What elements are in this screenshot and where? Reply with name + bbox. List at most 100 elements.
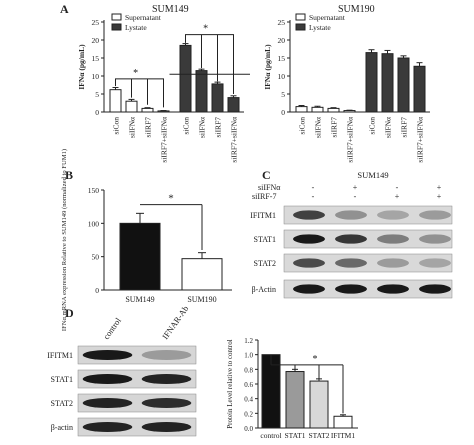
chart-b-y-tick-label: 50 [92,253,100,262]
chart-b-y-tick-label: 100 [88,219,100,228]
chart-d-y-tick-label: 0.0 [244,425,253,433]
blot-c-cell-line-label: SUM149 [357,170,388,180]
blot-c-condition-label: siIRF-7 [252,192,276,201]
chart-d-sig-star: * [313,354,318,365]
chart-a-left-category-label: siCon [182,117,191,135]
chart-a-left-legend-swatch [111,23,122,31]
chart-d-y-axis-label: Protein Level relative to control [226,339,234,428]
chart-a-right-y-axis-label: IFNα (pg/mL) [263,44,272,90]
chart-a-right-y-tick-label: 10 [278,72,286,81]
blot-d-row-label: IFITM1 [47,351,73,360]
chart-b-y-tick-label: 150 [88,186,100,195]
chart-a-left-sig-bracket [185,34,234,94]
chart-a-left-bar-0-2 [141,107,154,113]
blot-c-band [335,258,367,268]
blot-d-band [141,349,192,361]
chart-d-category-label: control [260,431,281,440]
chart-a-left-bar-0-3 [157,110,170,113]
blot-d-band [82,349,133,361]
blot-d-column-label: IFNAR-Ab [160,304,190,341]
blot-c-strip [283,229,453,249]
chart-a-right-legend-swatch [295,13,306,21]
blot-c-band [377,284,409,294]
chart-a-right-bar-1-3 [413,65,426,113]
chart-a-left-sig-star: * [203,24,208,35]
chart-a-right-bar-1-2 [397,57,410,113]
chart-d-category-label: STAT1 [284,431,305,440]
chart-a-left-legend-entry: Lystate [125,23,147,32]
blot-c-strip [283,253,453,273]
chart-a-right-bar-1-1 [381,53,394,113]
blot-c-lane-sign: - [396,183,399,192]
blot-c-band [377,210,409,220]
chart-a-left-bar-0-1 [125,100,138,113]
chart-a-left-category-label: siIRF7 [214,117,223,138]
chart-a-right-bar-0-1 [311,106,324,113]
blot-d-band [82,397,133,409]
chart-d-y-tick-label: 1.2 [244,337,253,345]
blot-d-column-label: control [101,315,123,341]
chart-a-left-bar-0-0 [109,89,122,113]
chart-a-left-y-axis-label: IFNα (pg/mL) [77,44,86,90]
blot-c-lane-sign: - [312,192,315,201]
panel-label-a: A [60,2,69,16]
blot-d-band [141,397,192,409]
chart-a-right-category-label: siCon [368,117,377,135]
chart-a-left-category-label: siIRF7+siIFNα [230,117,239,163]
blot-c-condition-label: siIFNα [258,183,281,192]
blot-c-strip [283,279,453,299]
chart-a-right-y-tick-label: 0 [281,108,285,117]
chart-a-left-bar-1-2 [211,83,224,113]
panel-label-b: B [65,168,74,182]
chart-a-right-title: SUM190 [338,4,375,15]
chart-a-right-y-tick-label: 20 [278,36,286,45]
chart-a-left-y-tick-label: 20 [92,36,100,45]
blot-d-band [141,421,192,433]
blot-c-lane-sign: + [437,192,442,201]
blot-c-lane-sign: - [312,183,315,192]
chart-d-bar-3 [333,415,353,429]
chart-d-bar-1 [285,371,305,429]
chart-a-right-category-label: siIRF7 [400,117,409,138]
chart-a-left-bar-1-1 [195,70,208,113]
chart-a-right-category-label: siIFNα [314,117,323,138]
chart-d-bar-0 [261,354,281,429]
blot-c-band [335,234,367,244]
blot-c-lane-sign: - [354,192,357,201]
chart-a-left-y-tick-label: 10 [92,72,100,81]
blot-d-band [82,421,133,433]
blot-c-band [293,234,325,244]
chart-a-right-category-label: siIFNα [384,117,393,138]
chart-a-left-y-tick-label: 15 [92,54,100,63]
chart-a-left-category-label: siIFNα [198,117,207,138]
blot-c-row-label: STAT2 [254,259,276,268]
chart-b-category-label: SUM149 [125,295,154,304]
chart-a-right-legend-entry: Lystate [309,23,331,32]
blot-c-strip [283,205,453,225]
chart-a-left-legend-swatch [111,13,122,21]
chart-d-category-label: STAT2 [308,431,329,440]
blot-c-band [293,258,325,268]
chart-a-left-title: SUM149 [152,4,189,15]
chart-a-right-bar-1-0 [365,52,378,113]
chart-a-right-legend-swatch [295,23,306,31]
chart-d-y-tick-label: 0.8 [244,366,253,374]
blot-c-lane-sign: + [353,183,358,192]
blot-c-band [377,258,409,268]
chart-d-category-label: IFITM1 [331,431,355,440]
blot-c-lane-sign: + [395,192,400,201]
blot-c-lane-sign: + [437,183,442,192]
chart-a-left-category-label: siIFNα [128,117,137,138]
chart-a-left-category-label: siIRF7 [144,117,153,138]
chart-a-left-bar-1-3 [227,97,240,113]
blot-c-band [293,210,325,220]
chart-b-y-axis-label: IFNα mRNA expression Relative to SUM149 … [61,149,68,331]
chart-a-right-category-label: siCon [298,117,307,135]
chart-d-bar-2 [309,380,329,429]
chart-d-y-tick-label: 0.4 [244,396,253,404]
chart-a-left-category-label: siCon [112,117,121,135]
chart-a-right-y-tick-label: 5 [281,90,285,99]
blot-d-row-label: STAT2 [51,399,73,408]
chart-a-left-y-tick-label: 25 [92,18,100,27]
